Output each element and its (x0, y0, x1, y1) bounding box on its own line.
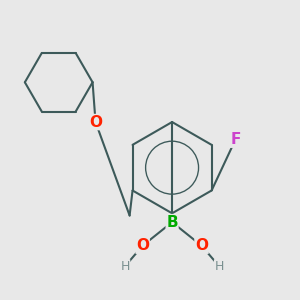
Text: H: H (214, 260, 224, 273)
Text: H: H (120, 260, 130, 273)
Text: B: B (166, 214, 178, 230)
Text: F: F (230, 132, 241, 147)
Text: O: O (136, 238, 149, 253)
Text: O: O (195, 238, 208, 253)
Text: O: O (89, 115, 102, 130)
